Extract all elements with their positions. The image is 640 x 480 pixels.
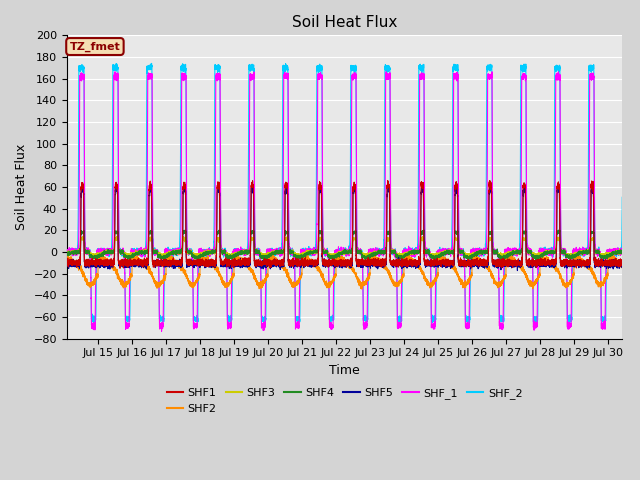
SHF3: [621, 236, 628, 242]
SHF4: [60, 253, 68, 259]
SHF5: [621, 202, 628, 208]
SHF5: [88, 262, 96, 268]
SHF_2: [148, 60, 156, 66]
SHF2: [383, 266, 390, 272]
SHF1: [244, 262, 252, 267]
SHF_2: [88, 318, 96, 324]
SHF_1: [111, 69, 119, 74]
SHF_2: [533, 322, 541, 327]
SHF3: [381, 250, 388, 256]
SHF_2: [522, 64, 529, 70]
Legend: SHF1, SHF2, SHF3, SHF4, SHF5, SHF_1, SHF_2: SHF1, SHF2, SHF3, SHF4, SHF5, SHF_1, SHF…: [162, 384, 527, 418]
SHF1: [383, 225, 390, 230]
SHF2: [522, 273, 530, 279]
SHF4: [383, 228, 390, 234]
SHF4: [381, 249, 388, 254]
SHF4: [420, 227, 428, 233]
Line: SHF2: SHF2: [64, 253, 625, 289]
SHF_1: [60, 249, 68, 254]
Line: SHF_1: SHF_1: [64, 72, 625, 331]
SHF2: [88, 280, 96, 286]
SHF1: [116, 265, 124, 271]
SHF_1: [157, 328, 165, 334]
SHF_2: [383, 66, 390, 72]
Line: SHF3: SHF3: [64, 236, 625, 258]
SHF_1: [621, 74, 628, 80]
SHF5: [60, 260, 68, 266]
SHF_1: [88, 322, 96, 328]
SHF4: [522, 229, 530, 235]
SHF3: [401, 252, 408, 258]
Line: SHF4: SHF4: [64, 230, 625, 261]
SHF3: [193, 255, 201, 261]
Line: SHF5: SHF5: [64, 184, 625, 271]
SHF_1: [401, 246, 408, 252]
SHF2: [60, 256, 68, 262]
Text: TZ_fmet: TZ_fmet: [70, 41, 120, 52]
SHF2: [621, 264, 628, 270]
SHF2: [358, 286, 365, 292]
SHF1: [401, 262, 408, 267]
SHF_1: [381, 244, 388, 250]
SHF_2: [244, 205, 252, 211]
SHF_1: [244, 249, 252, 254]
SHF1: [384, 178, 392, 183]
SHF3: [244, 249, 252, 254]
SHF_1: [383, 76, 390, 82]
Title: Soil Heat Flux: Soil Heat Flux: [292, 15, 397, 30]
X-axis label: Time: Time: [329, 364, 360, 377]
SHF5: [513, 268, 521, 274]
SHF_2: [621, 66, 628, 72]
SHF5: [214, 181, 222, 187]
SHF3: [113, 233, 121, 239]
SHF5: [401, 262, 408, 267]
SHF_1: [522, 76, 530, 82]
SHF4: [401, 254, 408, 260]
SHF5: [522, 221, 530, 227]
SHF2: [381, 261, 388, 267]
SHF4: [88, 255, 96, 261]
SHF1: [522, 232, 530, 238]
SHF_2: [60, 250, 68, 255]
SHF_2: [401, 250, 408, 256]
SHF2: [401, 257, 408, 263]
SHF1: [60, 258, 68, 264]
SHF3: [60, 251, 68, 256]
Y-axis label: Soil Heat Flux: Soil Heat Flux: [15, 144, 28, 230]
SHF3: [522, 237, 530, 242]
Line: SHF_2: SHF_2: [64, 63, 625, 324]
SHF1: [381, 264, 388, 269]
SHF2: [244, 264, 252, 270]
SHF2: [369, 251, 376, 256]
SHF5: [244, 262, 252, 268]
Line: SHF1: SHF1: [64, 180, 625, 268]
SHF5: [383, 239, 390, 244]
SHF4: [362, 258, 369, 264]
SHF3: [88, 252, 96, 258]
SHF3: [383, 239, 390, 245]
SHF1: [621, 188, 628, 193]
SHF_2: [381, 172, 388, 178]
SHF5: [381, 259, 388, 265]
SHF4: [244, 249, 252, 255]
SHF4: [621, 230, 628, 236]
SHF1: [88, 262, 96, 268]
